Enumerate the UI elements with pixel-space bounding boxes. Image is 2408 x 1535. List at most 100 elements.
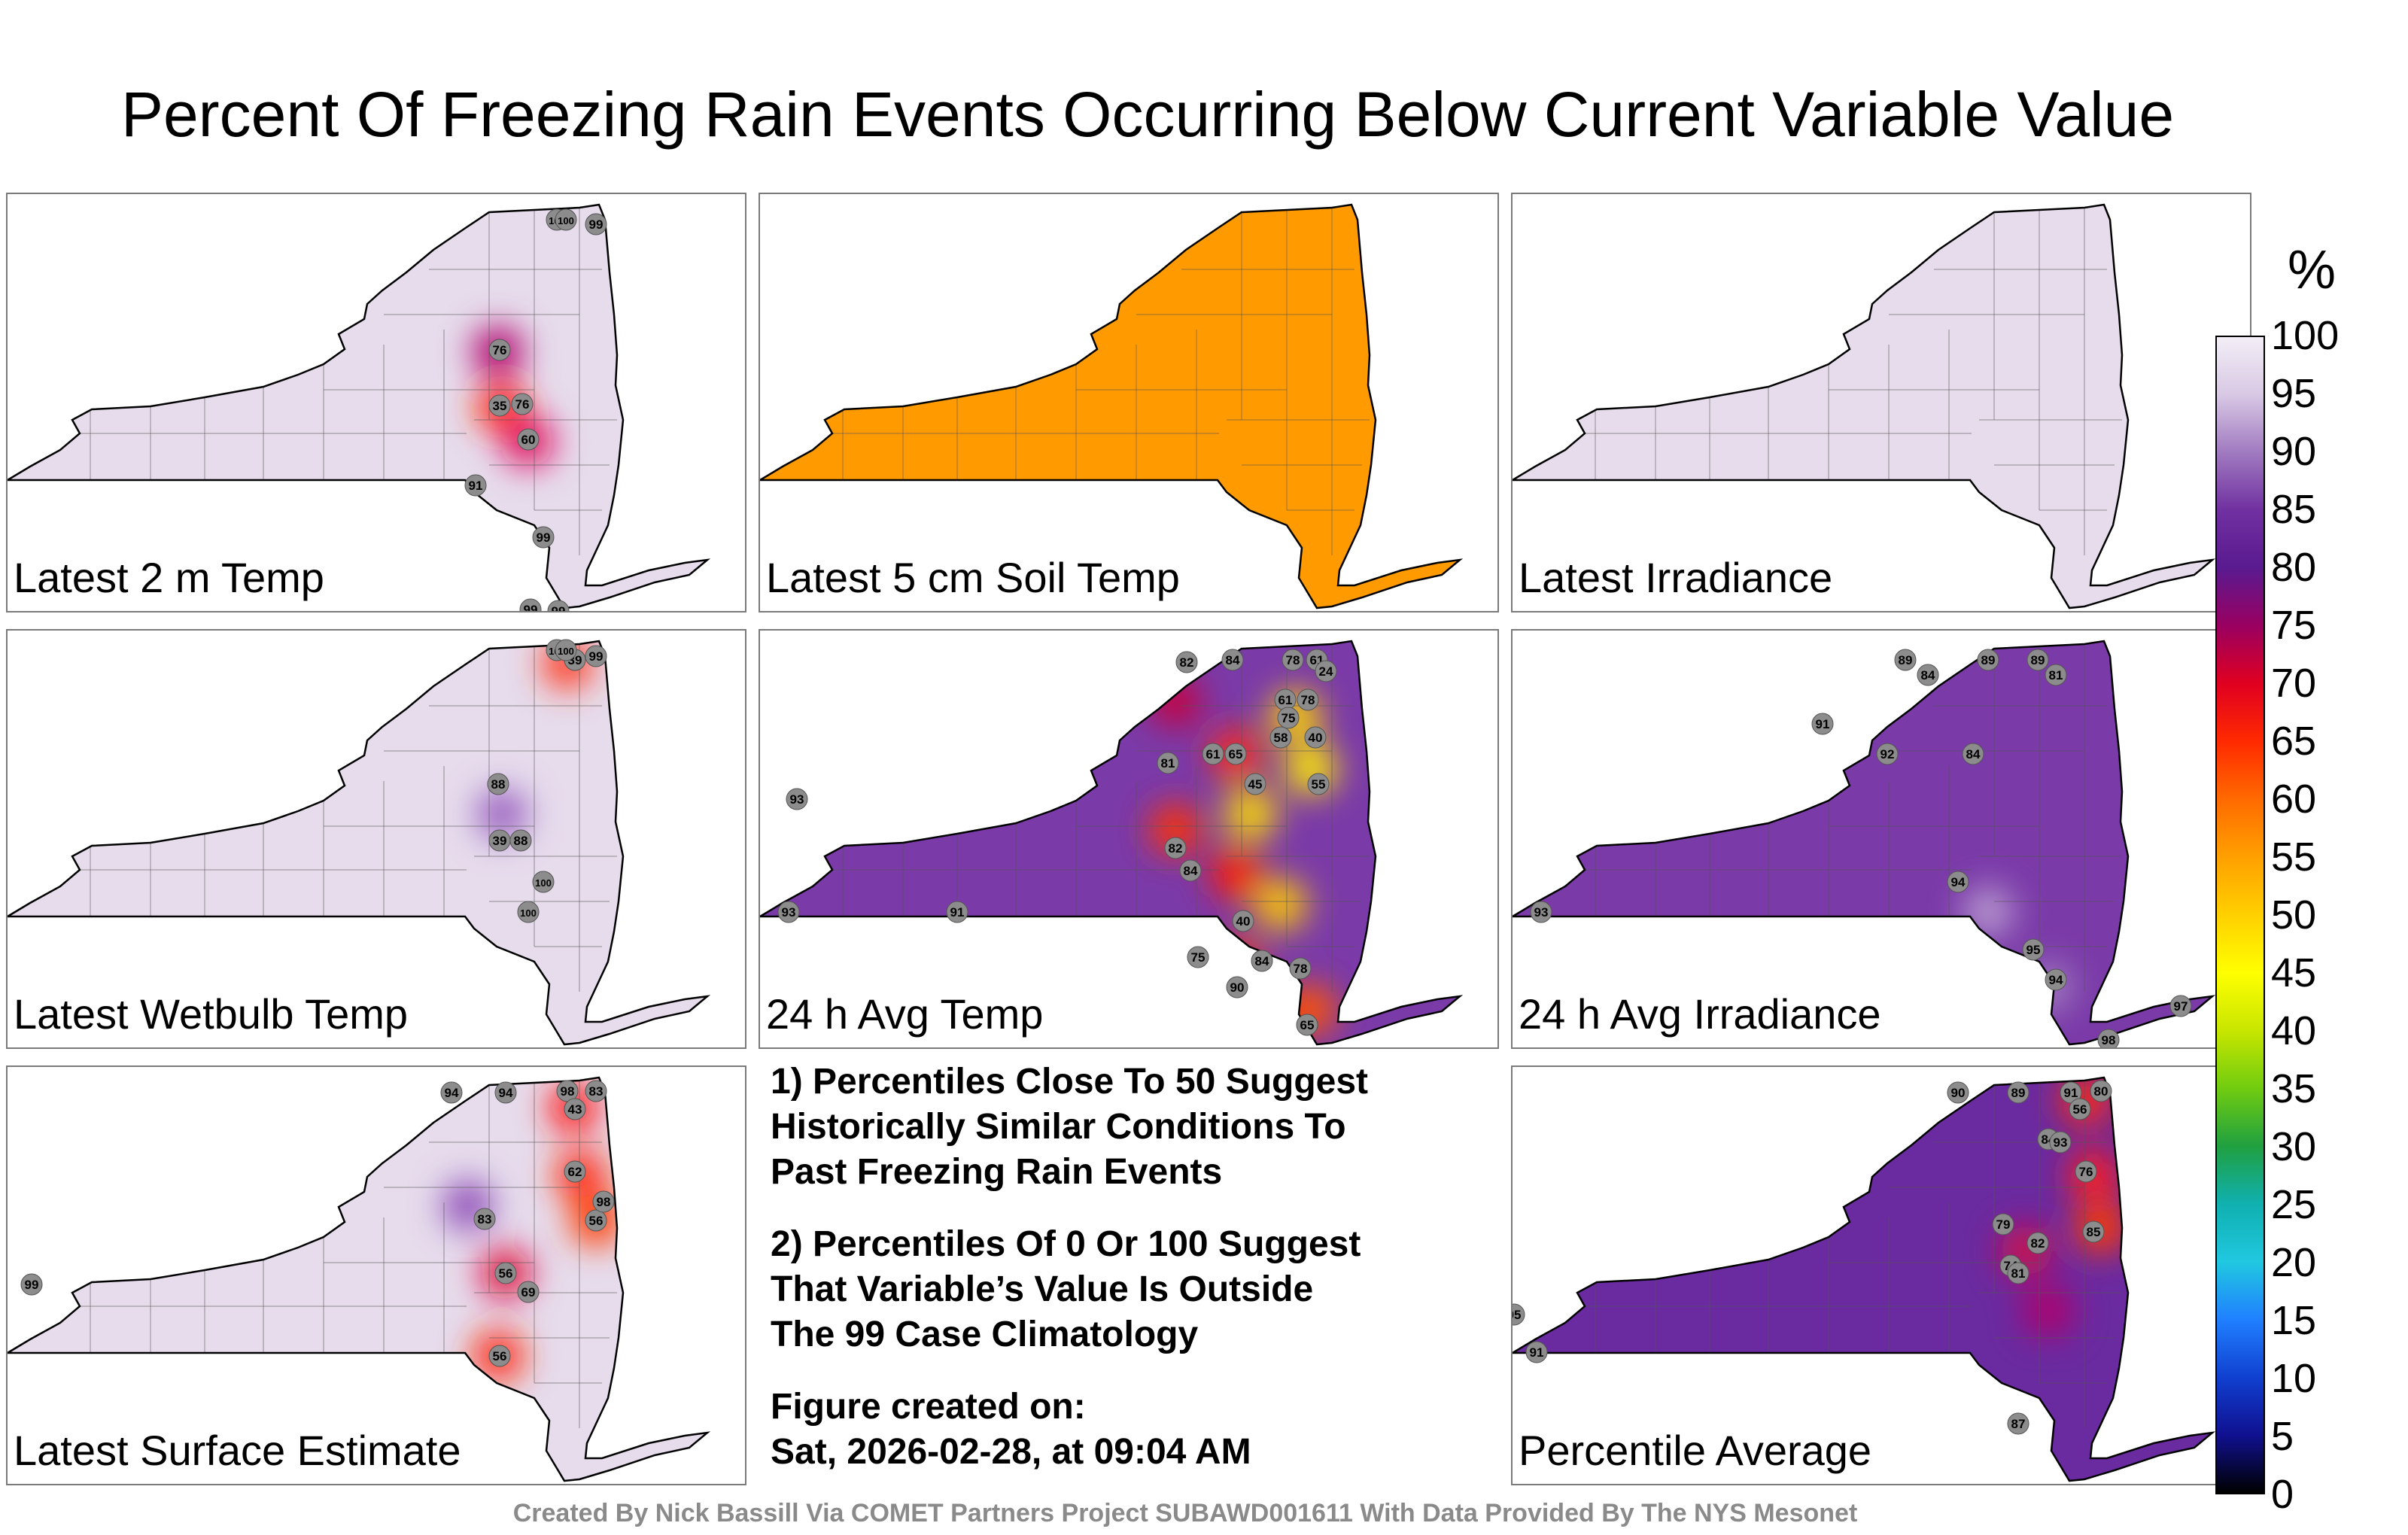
- colorbar-tick: 30: [2271, 1124, 2317, 1169]
- note-line: That Variable’s Value Is Outside: [771, 1269, 1314, 1309]
- station-value: 87: [2011, 1417, 2026, 1431]
- station-value: 93: [2054, 1135, 2068, 1150]
- notes: 1) Percentiles Close To 50 Suggest Histo…: [771, 1059, 1493, 1502]
- panel-24h-avg-irradiance: 89 84 89 89 81 91 84 92 93 94 95 94 97 98 24 h Avg Ir…: [1511, 629, 2251, 1049]
- station-marker: 65: [1296, 1014, 1318, 1036]
- station-value: 88: [491, 777, 506, 792]
- station-value: 91: [1530, 1345, 1544, 1360]
- shaded-field: [8, 641, 707, 1044]
- station-value: 75: [1282, 711, 1296, 725]
- station-value: 39: [493, 834, 507, 848]
- station-value: 75: [1191, 950, 1206, 965]
- station-marker: 76: [488, 339, 511, 361]
- station-value: 56: [2073, 1102, 2087, 1117]
- station-marker: 76: [511, 393, 534, 415]
- station-value: 98: [2102, 1033, 2116, 1047]
- colorbar-tick: 0: [2271, 1472, 2294, 1517]
- state-outline: [1513, 640, 2216, 1046]
- panel-latest-wetbulb-temp: 3988398810010099100100 Latest Wetbulb Te…: [6, 629, 746, 1049]
- station-marker: 83: [585, 1080, 607, 1102]
- station-marker: 60: [517, 428, 540, 451]
- station-marker: 99: [585, 645, 607, 667]
- shading-hotspot: [2023, 1285, 2074, 1336]
- station-marker: 40: [1232, 910, 1254, 932]
- station-value: 94: [499, 1086, 513, 1100]
- station-marker: 62: [564, 1160, 586, 1183]
- station-value: 61: [1206, 747, 1221, 761]
- station-value: 40: [1236, 914, 1251, 929]
- station-value: 40: [1309, 731, 1323, 745]
- ny-map: 35763576601001009991999999: [8, 203, 711, 611]
- station-marker: 40: [1304, 726, 1327, 749]
- colorbar-tick: 85: [2271, 487, 2317, 532]
- station-marker: 91: [464, 474, 487, 497]
- shaded-field: [760, 641, 1460, 1044]
- station-value: 80: [2094, 1084, 2109, 1099]
- station-marker: 81: [2045, 664, 2067, 686]
- station-marker: 89: [1894, 649, 1917, 671]
- station-value: 100: [558, 646, 574, 657]
- station-marker: 84: [1251, 950, 1273, 972]
- colorbar-tick: 35: [2271, 1066, 2317, 1111]
- station-marker: 84: [1917, 664, 1939, 686]
- shading-hotspot: [1150, 676, 1201, 727]
- shaded-field: [1513, 205, 2212, 608]
- station-value: 98: [597, 1195, 611, 1209]
- station-marker: 91: [946, 901, 968, 923]
- station-marker: 100: [555, 639, 577, 661]
- shaded-field: [8, 205, 707, 608]
- main-title: Percent Of Freezing Rain Events Occurrin…: [120, 79, 2175, 150]
- station-marker: 84: [1179, 859, 1202, 882]
- station-value: 99: [552, 604, 566, 611]
- note-line: Figure created on:: [771, 1387, 1086, 1427]
- colorbar-tick: 50: [2271, 892, 2317, 938]
- station-marker: 89: [2007, 1081, 2029, 1104]
- state-outline: [8, 1076, 711, 1482]
- note-line: The 99 Case Climatology: [771, 1315, 1199, 1354]
- station-value: 93: [1534, 905, 1549, 919]
- station-value: 94: [2049, 973, 2063, 987]
- station-marker: 88: [487, 773, 509, 795]
- station-marker: 94: [494, 1081, 517, 1104]
- station-marker: 24: [1315, 660, 1337, 682]
- station-value: 78: [1286, 653, 1300, 667]
- station-value: 65: [1229, 747, 1243, 761]
- station-value: 93: [782, 905, 796, 919]
- note-created: Figure created on: Sat, 2026-02-28, at 0…: [771, 1385, 1493, 1475]
- station-value: 100: [520, 907, 537, 919]
- station-value: 83: [589, 1084, 604, 1099]
- station-value: 95: [2026, 943, 2041, 957]
- station-value: 61: [1278, 693, 1293, 707]
- station-marker: 100: [532, 871, 555, 893]
- state-outline: [8, 640, 711, 1046]
- station-value: 84: [1966, 747, 1981, 761]
- station-marker: 94: [440, 1081, 463, 1104]
- panel-label: Latest Surface Estimate: [14, 1427, 461, 1474]
- ny-map: 726072279591822727482782486048944872: [760, 203, 1464, 609]
- station-value: 35: [493, 399, 507, 413]
- station-value: 89: [2031, 653, 2045, 667]
- station-marker: 78: [1289, 957, 1312, 980]
- station-value: 95: [1513, 1308, 1521, 1322]
- station-marker: 89: [2026, 649, 2049, 671]
- state-outline: [760, 640, 1464, 1046]
- station-value: 43: [568, 1102, 582, 1117]
- panel-label: Percentile Average: [1519, 1427, 1872, 1474]
- station-marker: 78: [1297, 688, 1319, 711]
- station-marker: 69: [517, 1281, 540, 1303]
- note-line: Past Freezing Rain Events: [771, 1152, 1223, 1192]
- station-value: 76: [2079, 1165, 2093, 1179]
- station-value: 84: [1184, 864, 1198, 878]
- station-marker: 93: [786, 788, 808, 810]
- station-value: 91: [2064, 1086, 2078, 1100]
- panel-label: Latest Wetbulb Temp: [14, 990, 409, 1038]
- station-marker: 83: [473, 1208, 496, 1230]
- station-marker: 81: [2007, 1262, 2029, 1284]
- station-marker: 82: [1164, 837, 1187, 859]
- colorbar-tick: 55: [2271, 834, 2317, 880]
- station-value: 91: [950, 905, 965, 919]
- station-value: 81: [1161, 756, 1175, 771]
- station-value: 92: [1880, 747, 1895, 761]
- station-marker: 58: [1269, 726, 1292, 749]
- station-value: 94: [1951, 875, 1966, 889]
